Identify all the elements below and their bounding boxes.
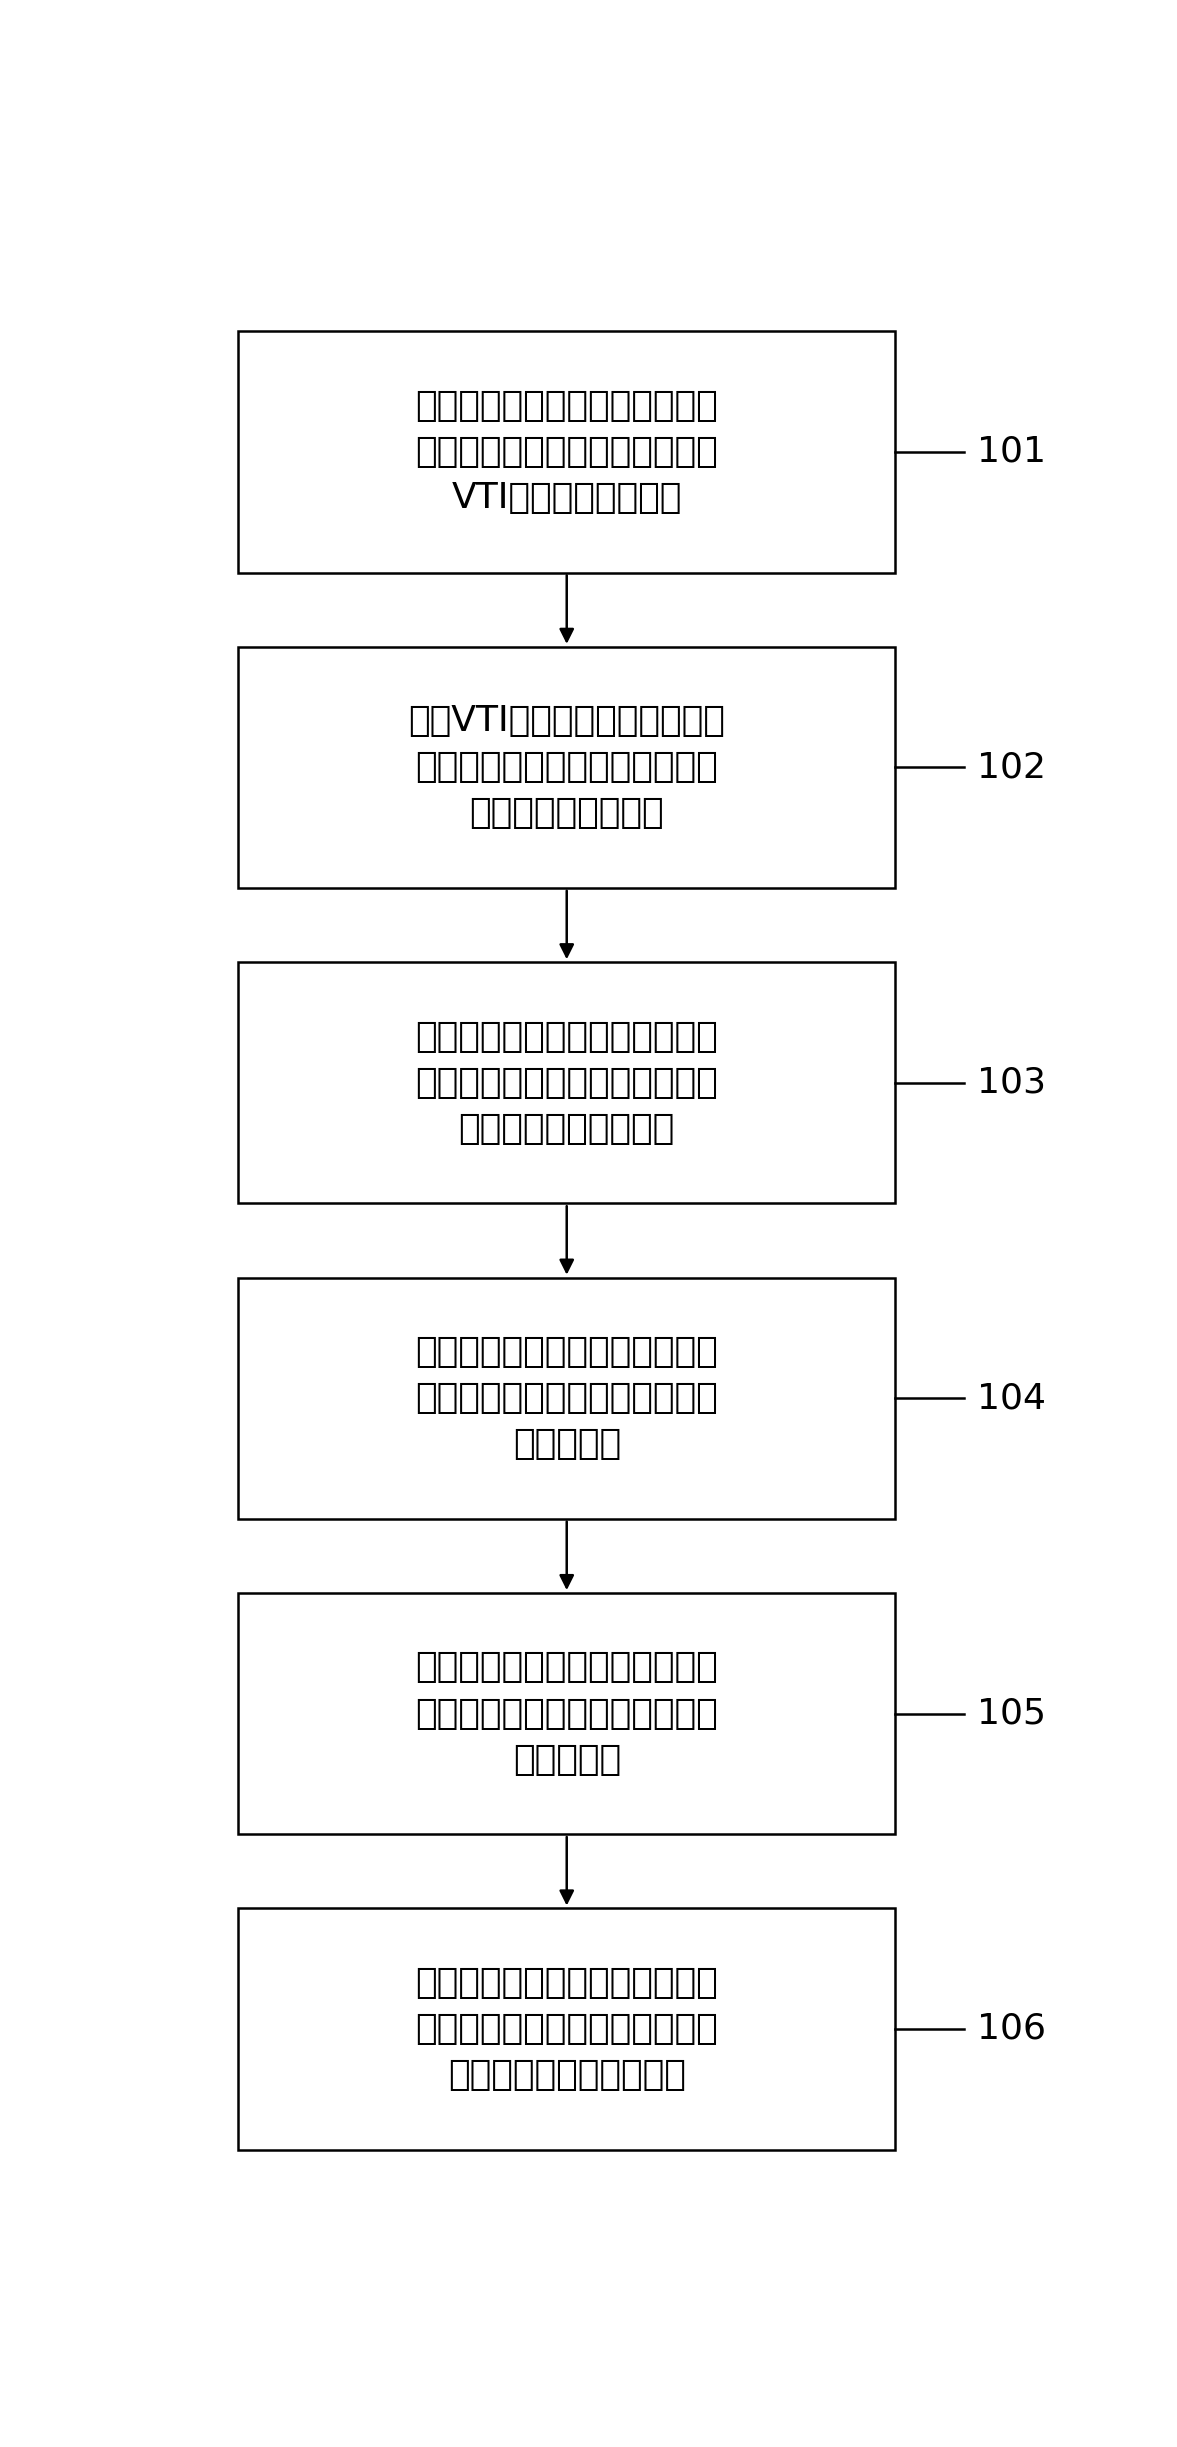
Text: 103: 103 [977,1067,1046,1099]
Text: 101: 101 [977,436,1046,470]
Text: 根据全角度纵波速度、快横波速
度、慢横波速度，计算全角度泊
松比与全角度杨氏模量: 根据全角度纵波速度、快横波速 度、慢横波速度，计算全角度泊 松比与全角度杨氏模量 [415,1020,718,1145]
Text: 根据全角度全波场各向异性脆性
指数，计算全角度全波场裂缝破
裂调节因子: 根据全角度全波场各向异性脆性 指数，计算全角度全波场裂缝破 裂调节因子 [415,1649,718,1777]
Bar [239,330,896,573]
Text: 根据全角度泊松比与全角度杨氏
模量，计算全角度全波场各向异
性脆性指数: 根据全角度泊松比与全角度杨氏 模量，计算全角度全波场各向异 性脆性指数 [415,1336,718,1461]
Text: 104: 104 [977,1380,1046,1414]
Text: 105: 105 [977,1696,1046,1730]
Text: 根据纵波速度、快横波速度、慢
横波速度和各向异性参数，计算
VTI介质刚度矩阵系数: 根据纵波速度、快横波速度、慢 横波速度和各向异性参数，计算 VTI介质刚度矩阵系… [415,389,718,514]
Text: 根据全角度全波场裂缝破裂调节
因子，计算全角度全波场裂缝破
裂调节因子后的脆性指数: 根据全角度全波场裂缝破裂调节 因子，计算全角度全波场裂缝破 裂调节因子后的脆性指… [415,1965,718,2092]
Bar [239,1277,896,1520]
Text: 106: 106 [977,2011,1046,2046]
Text: 102: 102 [977,751,1046,785]
Bar [239,1593,896,1835]
Bar [239,646,896,888]
Bar [239,1909,896,2148]
Text: 根据VTI介质刚度矩阵系数与角
度，计算全角度纵波速度、快横
波速度、慢横波速度: 根据VTI介质刚度矩阵系数与角 度，计算全角度纵波速度、快横 波速度、慢横波速度 [408,705,725,830]
Bar [239,962,896,1204]
